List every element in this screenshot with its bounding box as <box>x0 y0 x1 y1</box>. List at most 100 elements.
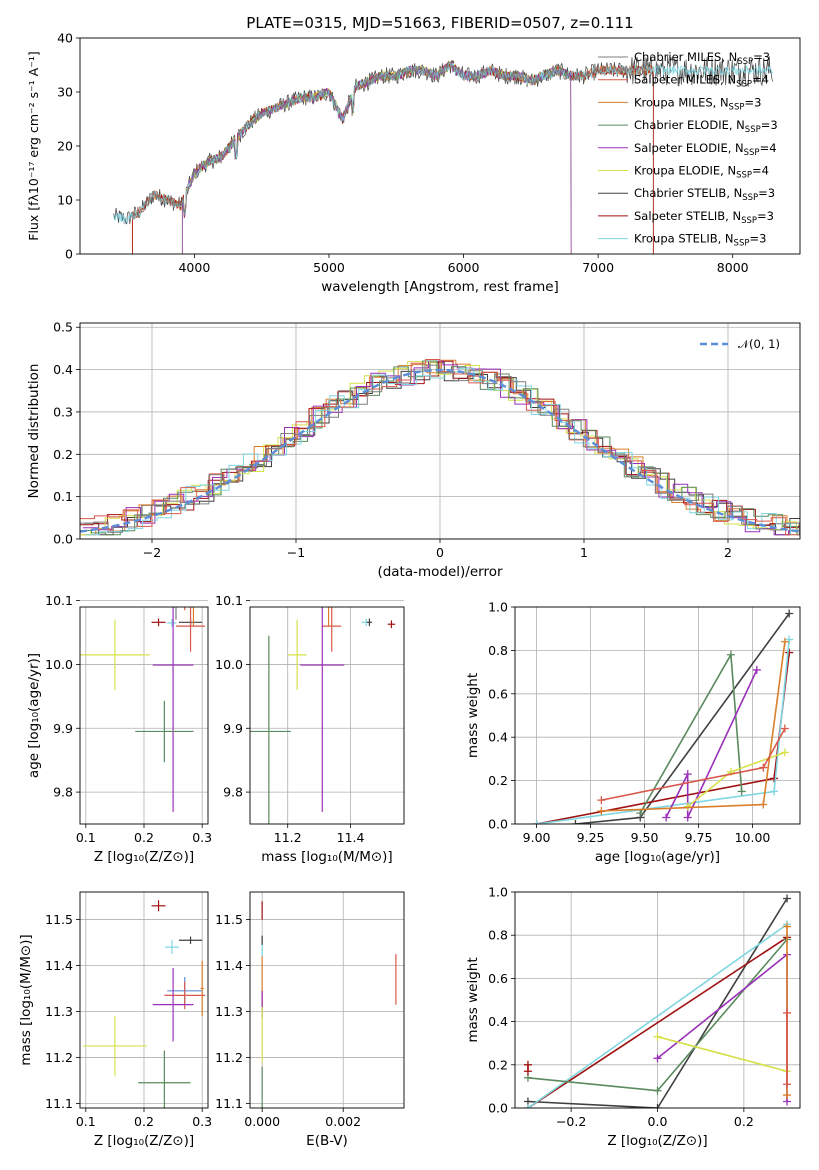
mass-weight-point-kroupa_elodie <box>653 1032 662 1041</box>
y-tick-label: 30 <box>57 85 73 100</box>
mass-weight-line-kroupa_stelib <box>527 923 788 1108</box>
plot-area <box>113 55 773 254</box>
x-tick-label: 9.00 <box>523 830 551 845</box>
y-axis-label: Normed distribution <box>26 364 42 499</box>
spectrum-line-kroupa_elodie <box>181 60 572 254</box>
x-tick-label: 0.2 <box>134 830 154 845</box>
legend-subscript: SSP <box>729 102 745 112</box>
mass-weight-point-salpeter_stelib <box>770 774 779 783</box>
y-tick-label: 11.3 <box>45 1004 73 1019</box>
mass-weight-point-kroupa_stelib <box>532 820 541 824</box>
y-tick-label: 9.9 <box>53 721 73 736</box>
legend-label: Salpeter ELODIE, N <box>634 141 744 155</box>
mass-weight-point-kroupa_miles <box>783 1091 792 1100</box>
y-tick-label: 0.8 <box>488 643 508 658</box>
y-tick-label: 0.8 <box>488 928 508 943</box>
axes-frame <box>79 322 801 540</box>
legend-entry: Kroupa ELODIE, NSSP=4 <box>634 164 769 181</box>
x-tick-label: −0.2 <box>556 1114 586 1129</box>
plot-area <box>532 609 794 824</box>
legend-subscript: SSP <box>745 125 761 135</box>
legend-subscript: SSP <box>736 171 752 181</box>
mass-weight-point-chabrier_stelib <box>783 894 792 903</box>
x-tick-label: 9.75 <box>685 830 713 845</box>
mass-weight-point-salpeter_stelib <box>785 648 794 657</box>
y-tick-label: 10.1 <box>45 593 73 608</box>
panel-mass_weight_vs_age: 9.00 9.25 9.50 9.75 10.00 0.0 0.2 0.4 0.6 0.8 1.0 a… <box>465 600 801 865</box>
histogram-chabrier_elodie <box>80 360 800 536</box>
mass-weight-point-chabrier_elodie <box>737 787 746 796</box>
mass-weight-point-salpeter_miles <box>597 796 606 805</box>
y-tick-label: 0.6 <box>488 971 508 986</box>
x-tick-label: 0.2 <box>734 1114 754 1129</box>
y-tick-label: 0.2 <box>488 773 508 788</box>
mass-weight-point-salpeter_miles <box>759 763 768 772</box>
mass-weight-point-chabrier_elodie <box>636 809 645 818</box>
y-tick-label: 11.4 <box>215 958 243 973</box>
plot-area <box>250 607 396 824</box>
y-axis-label: mass weight <box>465 673 481 758</box>
x-axis-label: E(B-V) <box>306 1133 348 1149</box>
legend-subscript: SSP <box>742 193 758 203</box>
x-tick-label: 6000 <box>448 260 480 275</box>
legend-subscript: SSP <box>741 216 757 226</box>
mass-weight-point-salpeter_miles <box>780 724 789 733</box>
plot-area <box>82 900 206 1108</box>
legend-tail: =3 <box>757 209 774 223</box>
x-tick-label: 0.3 <box>192 1114 212 1129</box>
axes-frame <box>79 606 209 825</box>
chart-title: PLATE=0315, MJD=51663, FIBERID=0507, z=0… <box>246 14 633 32</box>
x-tick-label: 2 <box>724 545 732 560</box>
plot-area <box>523 894 792 1108</box>
x-tick-label: 11.4 <box>337 830 365 845</box>
y-tick-label: 0.0 <box>488 1101 508 1116</box>
y-tick-label: 11.1 <box>45 1096 73 1111</box>
x-tick-label: 0.000 <box>244 1114 280 1129</box>
y-tick-label: 11.2 <box>45 1050 73 1065</box>
mass-weight-point-kroupa_miles <box>780 637 789 646</box>
y-tick-label: 10 <box>57 193 73 208</box>
mass-weight-point-kroupa_miles <box>597 806 606 815</box>
histogram-chabrier_miles <box>80 364 800 536</box>
y-tick-label: 0.4 <box>53 362 73 377</box>
y-axis-label: mass weight <box>465 957 481 1042</box>
legend-label: Kroupa MILES, N <box>634 95 729 109</box>
legend-entry: Salpeter STELIB, NSSP=3 <box>634 209 774 226</box>
spectrum-line-chabrier_miles <box>132 63 654 220</box>
legend-subscript: SSP <box>737 57 753 67</box>
panel-age_vs_Z: 0.1 0.2 0.3 9.8 9.9 10.0 10.1 Z [log₁₀(Z/Z⊙)] ag… <box>26 593 212 865</box>
x-tick-label: 0.002 <box>325 1114 361 1129</box>
y-tick-label: 40 <box>57 31 73 46</box>
y-tick-label: 0.0 <box>53 532 73 547</box>
y-tick-label: 9.9 <box>223 721 243 736</box>
spectrum-line-salpeter_stelib <box>132 60 654 254</box>
x-tick-label: −2 <box>143 545 161 560</box>
x-tick-label: 0.1 <box>76 830 96 845</box>
x-tick-label: 9.25 <box>577 830 605 845</box>
panel-spectrum: 4000 5000 6000 7000 8000 0 10 20 30 40 wavelength … <box>26 14 801 295</box>
mass-weight-point-salpeter_miles <box>783 1080 792 1089</box>
legend-label: Chabrier MILES, N <box>634 50 737 64</box>
legend: 𝒩(0, 1) <box>700 337 780 351</box>
legend-tail: =3 <box>744 95 761 109</box>
mass-weight-point-kroupa_miles <box>783 922 792 931</box>
legend-tail: =4 <box>760 141 777 155</box>
y-tick-label: 11.4 <box>45 958 73 973</box>
x-axis-label: Z [log₁₀(Z/Z⊙)] <box>94 1133 194 1149</box>
panel-residuals: −2 −1 0 1 2 0.0 0.1 0.2 0.3 0.4 0.5 (data-model)/er… <box>26 320 801 580</box>
mass-weight-line-salpeter_elodie <box>665 669 758 818</box>
plot-area <box>261 901 397 1108</box>
y-tick-label: 0 <box>65 247 73 262</box>
x-tick-label: 0.3 <box>192 830 212 845</box>
x-axis-label: Z [log₁₀(Z/Z⊙)] <box>607 1133 707 1149</box>
legend-tail: =3 <box>753 50 770 64</box>
x-tick-label: 9.50 <box>631 830 659 845</box>
y-tick-label: 0.6 <box>488 686 508 701</box>
x-tick-label: 5000 <box>313 260 345 275</box>
legend-entry: Chabrier STELIB, NSSP=3 <box>634 186 775 203</box>
legend-subscript: SSP <box>736 80 752 90</box>
panel-age_vs_mass: 11.2 11.4 9.8 9.9 10.0 10.1 mass [log₁₀(M/M⊙)] <box>215 593 405 865</box>
plot-area <box>80 359 800 536</box>
mass-weight-point-kroupa_elodie <box>780 748 789 757</box>
y-tick-label: 0.0 <box>488 817 508 832</box>
